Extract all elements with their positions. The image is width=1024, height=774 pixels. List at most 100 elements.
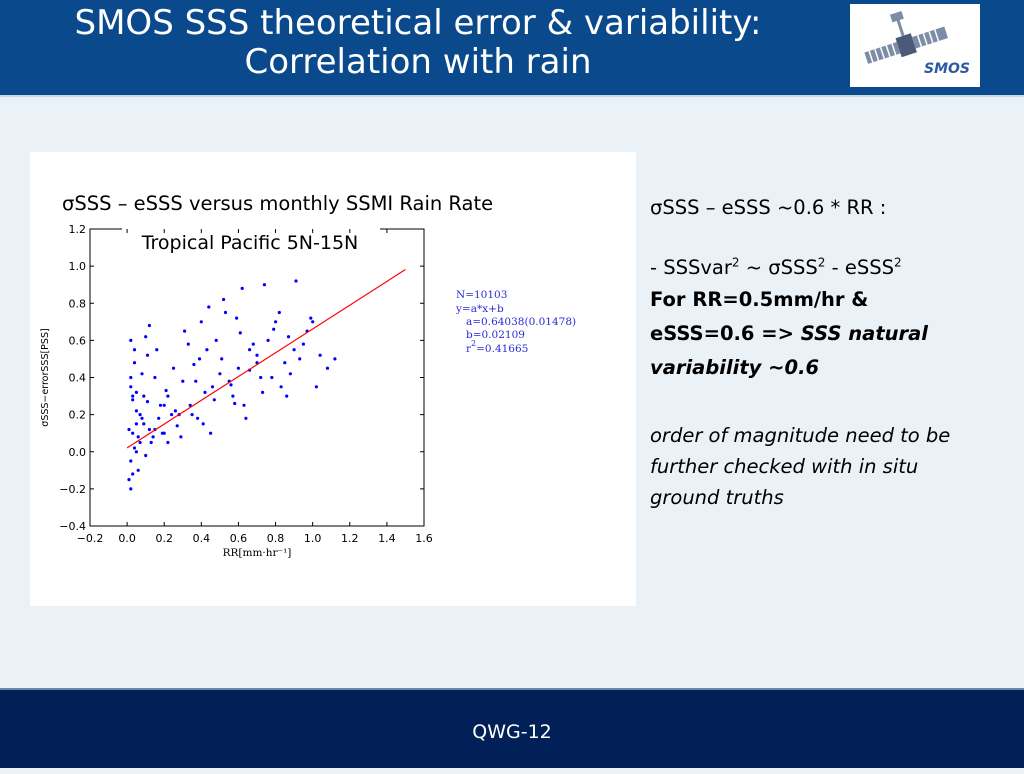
scatter-point	[222, 297, 226, 302]
title-line-2: Correlation with rain	[244, 42, 592, 82]
slide-header: SMOS SSS theoretical error & variability…	[0, 0, 1024, 95]
scatter-point	[155, 348, 159, 352]
annot-r2: r2=0.41665	[466, 339, 528, 355]
y-tick-label: 0.4	[69, 372, 87, 385]
y-tick-label: 0.2	[69, 409, 87, 422]
sigma-text: ~ σSSS	[739, 256, 818, 279]
scatter-point	[197, 357, 202, 361]
scatter-point	[127, 427, 131, 432]
scatter-point	[190, 413, 194, 417]
scatter-point	[240, 286, 244, 290]
scatter-point	[314, 385, 318, 389]
scatter-point	[183, 329, 187, 333]
scatter-point	[251, 342, 255, 346]
scatter-point	[212, 398, 216, 402]
scatter-point	[274, 320, 278, 324]
scatter-point	[235, 316, 239, 320]
x-tick-label: 0.2	[155, 532, 173, 545]
scatter-point	[218, 372, 222, 376]
scatter-point	[207, 305, 211, 309]
x-axis-ticks: −0.2 0.0 0.2 0.4 0.6 0.8 1.0 1.2 1.4 1.6	[77, 229, 433, 545]
scatter-point	[170, 413, 174, 417]
y-axis-ticks: −0.4 −0.2 0.0 0.2 0.4 0.6 0.8 1.0 1.2	[59, 223, 424, 533]
x-tick-label: 1.2	[341, 532, 359, 545]
figure-caption: σSSS – eSSS versus monthly SSMI Rain Rat…	[62, 192, 494, 215]
sigma-sup: 2	[817, 255, 826, 270]
explanation-line-3: For RR=0.5mm/hr &	[650, 288, 869, 311]
scatter-point	[194, 379, 198, 383]
scatter-point	[158, 403, 163, 407]
scatter-point	[147, 323, 151, 328]
scatter-point	[138, 440, 142, 445]
scatter-point	[242, 403, 246, 407]
scatter-point	[145, 400, 150, 404]
explanation-line-5: variability ~0.6	[650, 356, 820, 379]
scatter-point	[136, 435, 140, 439]
explanation-line-2: - SSSvar2 ~ σSSS2 - eSSS2	[650, 256, 902, 279]
scatter-point	[129, 487, 133, 491]
scatter-point	[266, 338, 270, 342]
x-axis-label: RR[mm·hr⁻¹]	[223, 547, 292, 559]
plot-frame	[89, 228, 425, 527]
scatter-point	[270, 375, 274, 380]
annot-r2-value: =0.41665	[476, 343, 528, 355]
x-tick-label: 1.0	[304, 532, 322, 545]
scatter-point	[149, 440, 153, 445]
annot-b: b=0.02109	[466, 329, 525, 341]
logo-text: SMOS	[924, 61, 970, 77]
scatter-point	[199, 320, 203, 324]
slide-footer: QWG-12	[0, 688, 1024, 768]
scatter-point	[134, 422, 138, 426]
scatter-point	[162, 431, 166, 435]
scatter-point	[181, 379, 185, 383]
scatter-point	[248, 348, 252, 352]
scatter-point	[233, 401, 237, 406]
header-divider	[0, 95, 1024, 97]
chart-title: Tropical Pacific 5N-15N	[141, 232, 359, 254]
scatter-point	[283, 361, 287, 365]
y-axis-label: σSSS−errorSSS[PSS]	[40, 328, 51, 426]
scatter-point	[279, 385, 283, 389]
y-tick-label: 0.6	[69, 334, 87, 347]
satellite-icon	[864, 11, 948, 64]
scatter-point	[255, 353, 259, 357]
scatter-point	[288, 372, 292, 376]
scatter-point	[285, 394, 289, 398]
scatter-point	[129, 459, 133, 463]
scatter-point	[132, 446, 137, 450]
scatter-point	[166, 440, 170, 445]
scatter-point	[238, 331, 242, 335]
scatter-point	[173, 409, 177, 413]
sssvar-text: - SSSvar	[650, 256, 732, 279]
scatter-point	[203, 390, 207, 394]
scatter-point	[142, 394, 146, 398]
scatter-point	[301, 342, 305, 346]
explanation-line-8: ground truths	[650, 486, 784, 509]
scatter-point	[129, 385, 133, 389]
scatter-point	[140, 416, 144, 420]
scatter-point	[147, 427, 151, 432]
scatter-point	[132, 361, 137, 365]
esss-sup: 2	[893, 255, 902, 270]
esss-text: - eSSS	[825, 256, 894, 279]
y-tick-label: 1.2	[69, 223, 87, 236]
explanation-line-6: order of magnitude need to be	[650, 424, 951, 447]
scatter-point	[144, 335, 148, 339]
annot-n: N=10103	[456, 289, 507, 301]
scatter-point	[277, 310, 281, 315]
chart-axes: Tropical Pacific 5N-15N	[89, 224, 425, 527]
scatter-point	[298, 357, 302, 361]
esss-value-text: eSSS=0.6	[650, 322, 762, 345]
x-tick-label: 1.6	[415, 532, 433, 545]
scatter-point	[162, 403, 166, 407]
scatter-point	[166, 394, 170, 398]
scatter-point	[311, 320, 315, 324]
scatter-points	[127, 279, 337, 491]
scatter-point	[157, 416, 161, 420]
y-tick-label: −0.4	[59, 520, 86, 533]
x-tick-label: 0.0	[118, 532, 136, 545]
x-tick-label: 0.4	[193, 532, 211, 545]
scatter-point	[188, 403, 192, 407]
scatter-chart: Tropical Pacific 5N-15N −0.2 0.0 0.2 0.4 0.6…	[40, 223, 576, 559]
scatter-point	[131, 394, 135, 398]
